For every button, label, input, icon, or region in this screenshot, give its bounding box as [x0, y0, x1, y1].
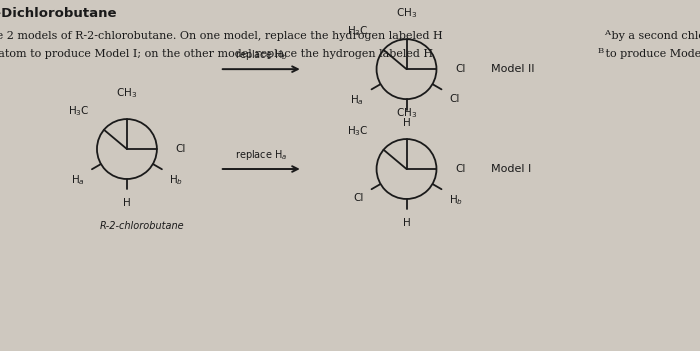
Text: CH$_3$: CH$_3$ — [396, 6, 417, 20]
Text: rine atom to produce Model I; on the other model replace the hydrogen labeled H: rine atom to produce Model I; on the oth… — [0, 49, 433, 59]
Text: A: A — [603, 29, 610, 37]
Text: H$_3$C: H$_3$C — [68, 104, 90, 118]
Text: H$_3$C: H$_3$C — [347, 124, 369, 138]
Text: Make 2 models of R-2-chlorobutane. On one model, replace the hydrogen labeled H: Make 2 models of R-2-chlorobutane. On on… — [0, 31, 443, 41]
Text: Model II: Model II — [491, 64, 535, 74]
Text: Model I: Model I — [491, 164, 531, 174]
Text: H$_a$: H$_a$ — [350, 94, 364, 107]
Text: H: H — [402, 118, 410, 128]
Text: CH$_3$: CH$_3$ — [116, 86, 137, 100]
Text: CH$_3$: CH$_3$ — [396, 106, 417, 120]
Text: Cl: Cl — [456, 164, 466, 174]
Text: H: H — [402, 218, 410, 228]
Text: H$_b$: H$_b$ — [449, 193, 463, 207]
Text: Cl: Cl — [449, 94, 459, 104]
Text: Cl: Cl — [456, 64, 466, 74]
Text: by a second chlo-: by a second chlo- — [608, 31, 700, 41]
Text: to produce Model II.: to produce Model II. — [602, 49, 700, 59]
Text: H: H — [123, 198, 131, 208]
Text: replace H$_b$: replace H$_b$ — [235, 48, 288, 62]
Text: B: B — [598, 47, 604, 55]
Text: replace H$_a$: replace H$_a$ — [235, 148, 288, 162]
Text: H$_a$: H$_a$ — [71, 173, 85, 187]
Text: 2,3-Dichlorobutane: 2,3-Dichlorobutane — [0, 7, 117, 20]
Text: Cl: Cl — [176, 144, 186, 154]
Text: Cl: Cl — [354, 193, 364, 204]
Text: H$_3$C: H$_3$C — [347, 24, 369, 38]
Text: H$_b$: H$_b$ — [169, 173, 183, 187]
Text: R-2-chlorobutane: R-2-chlorobutane — [99, 221, 184, 231]
